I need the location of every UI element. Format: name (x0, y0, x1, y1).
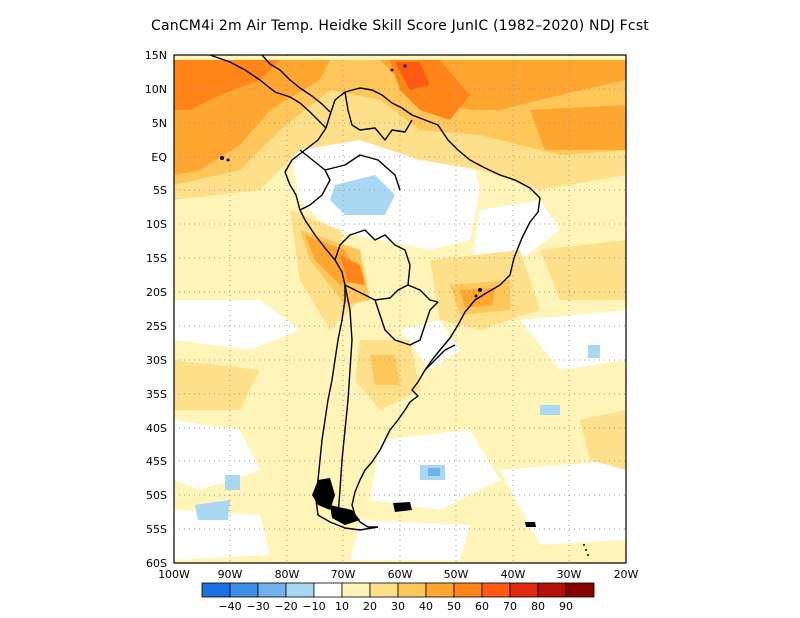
field-20-30 (580, 410, 626, 470)
country-border (334, 229, 411, 301)
lon-label: 80W (275, 568, 300, 581)
colorbar-swatch (509, 582, 539, 598)
colorbar-swatch (481, 582, 511, 598)
coastlines (209, 55, 541, 531)
field-negative-patch (195, 500, 230, 520)
south-america-coast (284, 127, 379, 531)
lat-label: 15N (145, 49, 167, 62)
field-50-60 (340, 255, 365, 285)
colorbar-swatch (397, 582, 427, 598)
lon-label: 50W (444, 568, 469, 581)
lat-label: 5N (152, 117, 167, 130)
colorbar-swatch (369, 582, 399, 598)
lat-label: 50S (146, 489, 167, 502)
colorbar-label: 70 (503, 600, 517, 613)
lat-label: 35S (146, 388, 167, 401)
colorbar-label: 80 (531, 600, 545, 613)
lat-label: 25S (146, 320, 167, 333)
lon-label: 20W (614, 568, 639, 581)
skill-field (174, 55, 626, 563)
colorbar-label: −40 (218, 600, 241, 613)
central-america-coast (261, 55, 331, 113)
lat-label: 55S (146, 523, 167, 536)
field-50-60 (174, 60, 280, 110)
colorbar-label: 90 (559, 600, 573, 613)
country-border (374, 299, 439, 346)
lat-label: 30S (146, 354, 167, 367)
lon-label: 90W (218, 568, 243, 581)
lon-labels: 100W 90W 80W 70W 60W 50W 40W 30W 20W (158, 568, 638, 581)
colorbar-label: 40 (419, 600, 433, 613)
field-white-patch (350, 520, 470, 560)
colorbar-swatch (313, 582, 343, 598)
field-negative-patch (225, 475, 240, 490)
colorbar-label: 20 (363, 600, 377, 613)
country-border (344, 91, 413, 141)
field-20-30 (174, 360, 260, 410)
colorbar-label: −10 (302, 600, 325, 613)
lon-label: 40W (501, 568, 526, 581)
lat-label: 45S (146, 455, 167, 468)
colorbar-label: −30 (246, 600, 269, 613)
colorbar-swatch (285, 582, 315, 598)
colorbar-label: 50 (447, 600, 461, 613)
map-frame (173, 54, 627, 564)
country-border (324, 154, 401, 191)
colorbar-swatch (229, 582, 259, 598)
country-border (299, 149, 331, 211)
lat-labels: 15N 10N 5N EQ 5S 10S 15S 20S 25S 30S 35S… (145, 49, 168, 570)
country-border (337, 284, 353, 516)
islands (220, 64, 589, 556)
lat-label: 5S (153, 184, 167, 197)
field-white-patch (174, 420, 260, 490)
colorbar-label: 30 (391, 600, 405, 613)
colorbar-swatch (341, 582, 371, 598)
south-america-coast (325, 87, 541, 528)
lon-label: 30W (557, 568, 582, 581)
field-negative-patch (588, 345, 600, 358)
lon-label: 100W (158, 568, 190, 581)
lat-label: EQ (151, 151, 167, 164)
lat-label: 60S (146, 557, 167, 570)
chart-title: CanCM4i 2m Air Temp. Heidke Skill Score … (151, 18, 649, 34)
field-negative-patch (428, 468, 440, 476)
lat-label: 20S (146, 286, 167, 299)
field-20-30 (540, 240, 626, 300)
lat-label: 10N (145, 83, 167, 96)
lat-label: 15S (146, 252, 167, 265)
country-border (424, 344, 456, 371)
field-40-50 (530, 105, 626, 150)
lon-label: 60W (388, 568, 413, 581)
lon-label: 70W (331, 568, 356, 581)
lat-label: 40S (146, 422, 167, 435)
field-white-patch (400, 320, 460, 370)
central-america-coast (209, 55, 327, 129)
colorbar-swatch (257, 582, 287, 598)
colorbar-swatch (201, 582, 231, 598)
field-white-patch (174, 510, 270, 560)
colorbar-label: 10 (335, 600, 349, 613)
field-30-40 (370, 355, 400, 385)
grid-lines (174, 55, 626, 563)
colorbar-swatch (425, 582, 455, 598)
field-white-patch (174, 300, 300, 350)
colorbar: −40 −30 −20 −10 10 20 30 40 50 60 70 80 90 (201, 582, 595, 613)
field-negative-patch (330, 175, 395, 215)
colorbar-swatch (565, 582, 595, 598)
field-white-patch (470, 200, 560, 270)
field-60-70 (395, 62, 430, 90)
country-border (407, 284, 439, 303)
field-negative-patch (540, 405, 560, 415)
colorbar-swatch (453, 582, 483, 598)
lat-label: 10S (146, 218, 167, 231)
colorbar-label: −20 (274, 600, 297, 613)
colorbar-swatch (537, 582, 567, 598)
colorbar-label: 60 (475, 600, 489, 613)
